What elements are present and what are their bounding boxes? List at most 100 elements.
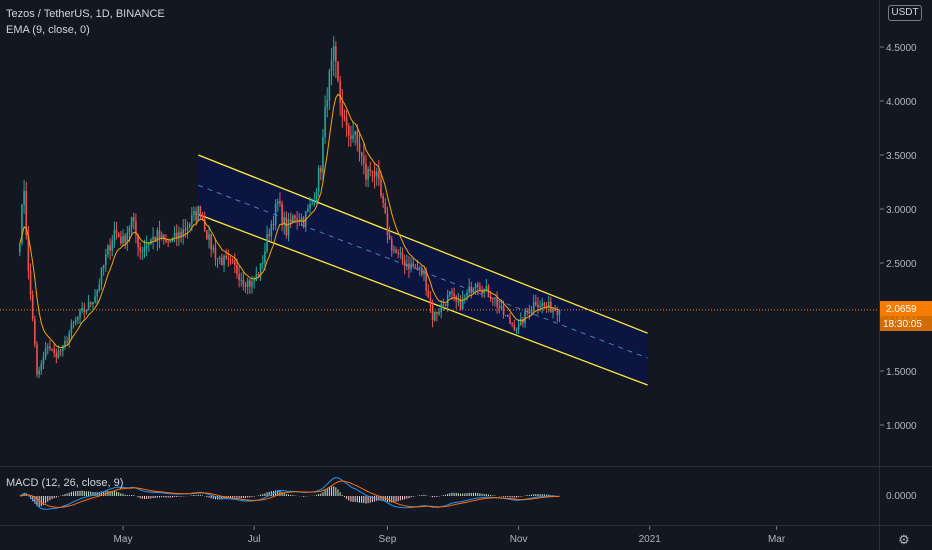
- candle-body: [34, 318, 36, 345]
- candle-body: [163, 234, 165, 240]
- candle-body: [53, 349, 55, 354]
- candle-body: [178, 231, 180, 239]
- candle-body: [109, 245, 111, 251]
- candle-body: [313, 202, 316, 204]
- channel-middle-line: [198, 184, 648, 359]
- candle-body: [238, 274, 240, 281]
- candle-body: [148, 243, 150, 245]
- candle-body: [281, 203, 283, 225]
- candle-body: [208, 234, 210, 240]
- candle-body: [126, 232, 129, 243]
- candle-body: [367, 168, 369, 180]
- candle-body: [332, 46, 335, 61]
- candle-body: [375, 171, 378, 177]
- candle-body: [373, 171, 376, 177]
- candle-body: [451, 291, 453, 294]
- candle-body: [384, 202, 387, 214]
- candle-body: [433, 311, 436, 321]
- candle-body: [350, 135, 352, 139]
- candle-body: [449, 291, 451, 295]
- candle-body: [70, 323, 73, 334]
- candle-body: [199, 206, 202, 216]
- candle-body: [436, 311, 438, 314]
- candle-body: [264, 251, 266, 263]
- candle-body: [36, 344, 38, 375]
- candle-body: [231, 260, 234, 262]
- candle-body: [74, 319, 77, 323]
- channel-upper-line[interactable]: [198, 154, 648, 334]
- candle-body: [152, 237, 154, 240]
- price-tick-label: 3.5000: [886, 151, 917, 162]
- candle-body: [182, 229, 184, 237]
- price-tick-label: 1.5000: [886, 367, 917, 378]
- macd-legend[interactable]: MACD (12, 26, close, 9): [6, 477, 123, 489]
- ema-line: [19, 93, 560, 349]
- candle-body: [193, 211, 195, 216]
- candle-body: [77, 317, 79, 320]
- time-tick-label: May: [114, 534, 133, 545]
- candle-body: [532, 302, 535, 310]
- candle-body: [130, 217, 133, 228]
- currency-button[interactable]: USDT: [888, 5, 922, 21]
- channel-lower-line[interactable]: [198, 213, 648, 386]
- candle-body: [320, 167, 322, 173]
- countdown-tag: 18:30:05: [880, 316, 932, 331]
- candle-body: [541, 303, 544, 307]
- candle-body: [496, 297, 498, 307]
- price-tick-label: 3.0000: [886, 205, 917, 216]
- candle-body: [156, 229, 159, 242]
- candle-body: [188, 224, 191, 228]
- channel-fill: [198, 155, 648, 386]
- candle-body: [221, 257, 223, 266]
- price-axis[interactable]: 1.00001.50002.00002.50003.00003.50004.00…: [880, 43, 917, 432]
- time-axis[interactable]: May Jul Sep Nov 2021 Mar: [114, 526, 786, 545]
- candle-body: [128, 227, 131, 233]
- candle-body: [324, 107, 326, 137]
- candle-body: [500, 306, 503, 309]
- candle-body: [360, 152, 363, 157]
- candle-body: [427, 290, 430, 298]
- candle-body: [474, 284, 477, 288]
- gear-icon[interactable]: ⚙: [898, 532, 910, 547]
- candle-body: [502, 306, 505, 316]
- candle-body: [137, 234, 139, 248]
- candle-body: [535, 302, 537, 305]
- candle-body: [468, 286, 470, 293]
- candle-body: [517, 324, 520, 330]
- candle-body: [296, 218, 298, 221]
- time-tick-label: Nov: [510, 534, 528, 545]
- candle-body: [122, 235, 124, 244]
- candle-body: [476, 284, 479, 287]
- candle-body: [558, 309, 561, 315]
- candle-body: [49, 346, 51, 349]
- candle-body: [72, 322, 75, 324]
- candle-body: [479, 286, 481, 290]
- candle-body: [223, 255, 225, 266]
- candle-body: [328, 70, 331, 101]
- candle-body: [406, 263, 408, 266]
- candle-body: [440, 304, 442, 312]
- candle-body: [489, 296, 492, 299]
- candle-body: [62, 345, 64, 352]
- ema-legend[interactable]: EMA (9, close, 0): [6, 24, 90, 36]
- candle-body: [117, 233, 120, 238]
- candle-body: [485, 285, 488, 289]
- candle-body: [132, 217, 135, 221]
- candle-body: [81, 308, 83, 311]
- candle-body: [96, 290, 98, 297]
- candle-body: [317, 167, 320, 192]
- candle-body: [107, 245, 109, 255]
- parallel-channel[interactable]: [198, 154, 648, 386]
- last-price-tag: 2.0659: [880, 301, 932, 316]
- symbol-legend[interactable]: Tezos / TetherUS, 1D, BINANCE: [6, 8, 165, 20]
- candle-body: [526, 311, 528, 313]
- candle-body: [311, 203, 313, 205]
- candle-body: [414, 266, 417, 268]
- candle-body: [242, 279, 245, 285]
- candle-body: [210, 234, 212, 250]
- candle-body: [225, 255, 227, 258]
- candle-body: [218, 257, 221, 259]
- candle-body: [287, 219, 290, 236]
- price-tick-label: 1.0000: [886, 421, 917, 432]
